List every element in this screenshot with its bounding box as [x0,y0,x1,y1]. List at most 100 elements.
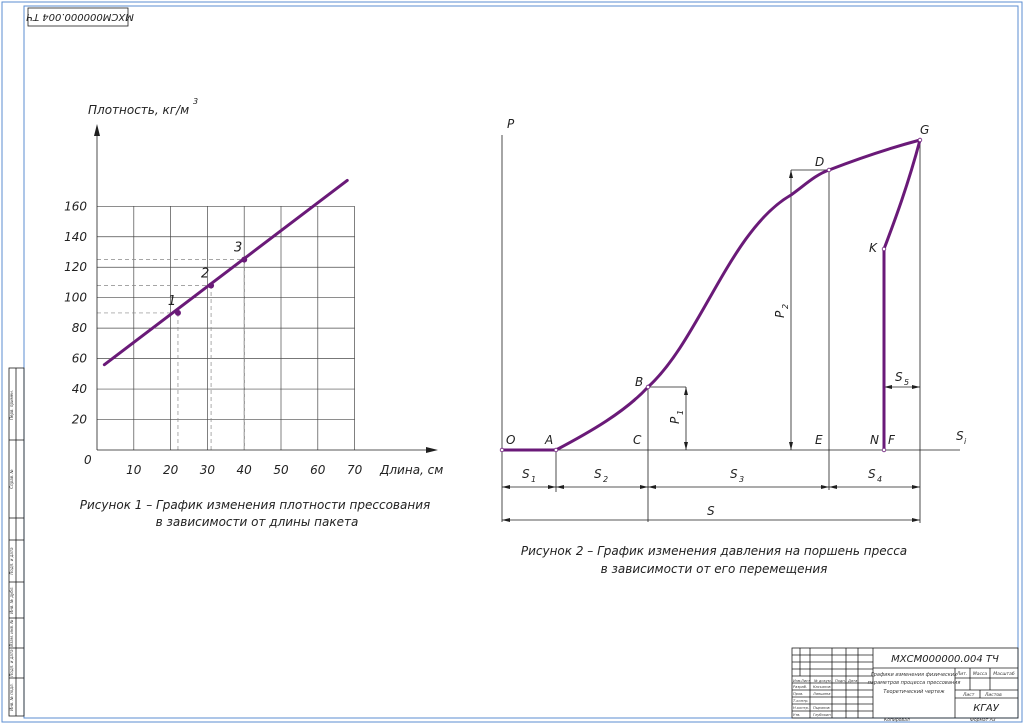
side-strip-label: Инв. № подл. [9,683,14,711]
fig2-label-c: C [633,433,642,447]
fig1-point-label: 1 [168,294,176,309]
fig2-label-g: G [920,123,929,137]
fig1-y-tick-label: 80 [72,321,88,335]
fig2-dim-s5: S [895,370,903,384]
title-block-lit: Лит. [956,671,967,677]
side-strip-label: Подп. и дата [9,649,14,677]
fig1-series-line [102,178,349,367]
fig1-y-tick-label: 100 [64,291,87,305]
fig2-p-axis-label: P [507,117,515,131]
fig2-dim-p2: P [773,310,787,318]
side-strip-label: Взам. инв. № [9,619,14,646]
fig1-marked-points: 1 2 3 [168,241,248,316]
inner-frame [23,5,1019,719]
fig2-dim-p1-sub: 1 [676,410,685,415]
fig1-y-tick-label: 140 [64,230,87,244]
title-block-format: Формат А3 [970,717,996,723]
fig1-x-tick-label: 50 [273,463,289,477]
fig1-point-marker [241,256,248,263]
title-block-role-dev: Разраб. [793,685,807,689]
fig2-label-b: B [635,375,643,389]
fig1-x-axis-label: Длина, см [379,463,443,477]
side-strip-label: Справ. № [9,469,14,488]
figure2-pressure-diagram: P S i O A B C D E G K N F S 1 S 2 S 3 S … [499,117,967,576]
title-block-hdr-list: Лист [800,679,811,683]
side-strip-label: Инв. № дубл. [9,586,14,613]
fig1-y-tick-label: 20 [72,413,88,427]
fig1-point-marker [208,282,215,289]
fig1-point-marker [174,309,181,316]
fig1-y-tick-label: 160 [64,199,87,213]
side-strip: Перв. примен. Справ. № Подп. и дата Инв.… [8,367,25,717]
figure1-density-chart: 10 20 30 40 50 60 70 20 40 60 80 100 120 140 160 1 2 3 0… [64,97,443,529]
fig2-s-axis-label: S [956,429,964,443]
fig1-y-axis-arrow [94,124,100,136]
fig1-y-tick-label: 60 [72,352,88,366]
title-block-hdr-date: Дата [847,679,857,683]
title-block-org: КГАУ [973,703,1000,714]
title-block: МХСМ000000.004 ТЧ Графики изменения физи… [791,647,1019,723]
fig1-x-tick-label: 10 [126,463,142,477]
title-block-hdr-izm: Изм. [793,679,801,683]
fig1-x-tick-label: 30 [200,463,216,477]
fig1-x-tick-label: 40 [237,463,253,477]
fig2-dim-p2-sub: 2 [781,304,790,309]
fig1-y-axis-label: Плотность, кг/м [88,103,189,117]
fig2-label-d: D [815,155,824,169]
fig1-origin-label: 0 [84,453,92,467]
title-block-sheets: Листов [984,692,1002,698]
title-block-title-line2: параметров процесса прессования [868,680,961,686]
title-block-hdr-sign: Подп. [835,679,846,683]
title-block-code: МХСМ000000.004 ТЧ [891,654,999,665]
fig1-x-tick-label: 70 [347,463,363,477]
title-block-name-check: Лапшина [812,692,830,696]
title-block-hdr-docno: № докум. [813,679,832,683]
fig2-dim-s1: S [522,467,530,481]
fig1-y-tick-label: 40 [72,382,88,396]
fig2-label-n: N [870,433,879,447]
fig1-x-axis-arrow [426,447,438,453]
title-block-role-ncontr: Н.контр. [793,706,809,710]
fig1-y-axis-label-sup: 3 [193,97,198,106]
fig2-label-f: F [888,433,896,447]
fig1-point-label: 2 [201,267,209,282]
fig2-caption-line2: в зависимости от его перемещения [601,562,828,576]
fig1-guide-lines [97,259,245,450]
fig2-dim-p1: P [668,416,682,424]
fig1-x-tick-label: 60 [310,463,326,477]
fig1-point-label: 3 [234,241,242,256]
rotated-stamp-box [27,7,129,27]
title-block-role-tcontr: Т.контр. [793,699,809,703]
fig2-caption-line1: Рисунок 2 – График изменения давления на… [521,544,907,558]
fig2-label-k: K [869,241,878,255]
rotated-stamp-code: МХСМ000000.004 ТЧ [26,11,134,22]
title-block-title-line3: Теоретический чертеж [883,689,945,695]
fig2-dim-s-total: S [707,504,715,518]
fig1-caption-line1: Рисунок 1 – График изменения плотности п… [80,498,430,512]
title-block-scale: Масштаб [993,671,1015,677]
fig2-dim-s3-sub: 3 [739,475,744,484]
fig1-grid [97,205,355,450]
fig1-x-tick-label: 20 [163,463,179,477]
fig2-label-a: A [544,433,553,447]
title-block-name-dev: Касьянов [813,685,831,689]
side-strip-label: Перв. примен. [9,390,14,420]
fig2-dim-s5-sub: 5 [904,378,909,387]
fig2-label-o: O [506,433,515,447]
fig1-caption-line2: в зависимости от длины пакета [156,515,359,529]
title-block-name-appr: Глубокин [813,713,831,717]
side-strip-label: Подп. и дата [9,547,14,575]
fig2-dim-s3: S [730,467,738,481]
fig2-point-markers [499,137,923,453]
title-block-sheet: Лист [962,692,975,698]
title-block-title-line1: Графики изменения физических [871,672,957,678]
title-block-role-check: Пров. [793,692,803,696]
fig2-dim-s4-sub: 4 [877,475,882,484]
title-block-mass: Масса [973,671,988,677]
title-block-role-appr: Утв. [793,713,801,717]
title-block-copied: Копировал [884,717,910,723]
fig1-y-tick-label: 120 [64,260,87,274]
fig2-label-e: E [815,433,823,447]
